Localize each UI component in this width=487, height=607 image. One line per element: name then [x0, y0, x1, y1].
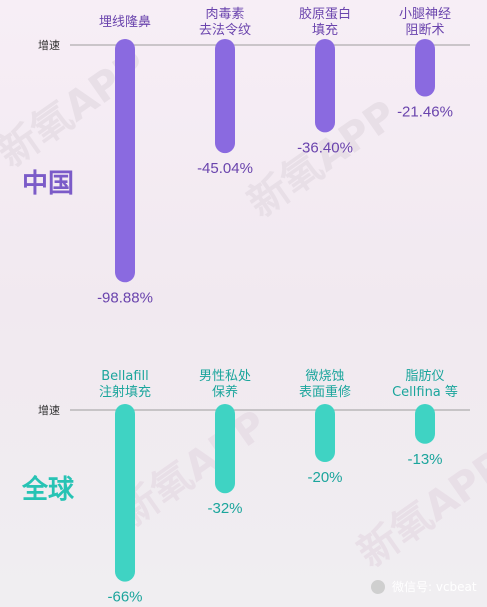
- data-label: -98.88%: [97, 289, 153, 306]
- category-label: 男性私处: [199, 369, 251, 384]
- category-label: 去法令纹: [199, 23, 251, 38]
- bar: [215, 39, 235, 154]
- category-label: 填充: [312, 22, 338, 38]
- region-label: 全球: [21, 474, 75, 505]
- data-label: -13%: [407, 451, 442, 468]
- data-label: -32%: [207, 500, 242, 517]
- category-label: 表面重修: [299, 384, 351, 400]
- region-label: 中国: [22, 169, 74, 199]
- bar: [315, 39, 335, 133]
- category-label: 肉毒素: [205, 7, 244, 22]
- data-label: -20%: [307, 469, 342, 486]
- category-label: 埋线隆鼻: [99, 14, 151, 30]
- category-label: 微烧蚀: [305, 369, 344, 384]
- category-label: 保养: [212, 384, 238, 400]
- wechat-icon: [371, 580, 385, 594]
- bar: [115, 404, 135, 582]
- category-label: 脂肪仪: [405, 368, 444, 384]
- data-label: -66%: [107, 589, 142, 606]
- bar: [115, 39, 135, 283]
- credit-badge: 微信号: vcbeat: [371, 580, 477, 594]
- bar: [415, 404, 435, 444]
- category-label: 注射填充: [99, 384, 151, 400]
- category-label: 小腿神经: [399, 7, 451, 22]
- category-label: Cellfina 等: [392, 384, 458, 400]
- bar: [415, 39, 435, 97]
- category-label: 胶原蛋白: [299, 6, 351, 22]
- axis-label: 增速: [38, 403, 60, 417]
- axis-label: 增速: [38, 38, 60, 52]
- bar: [315, 404, 335, 462]
- data-label: -21.46%: [397, 104, 453, 121]
- credit-text: 微信号: vcbeat: [392, 580, 477, 594]
- data-label: -45.04%: [197, 160, 253, 177]
- data-label: -36.40%: [297, 139, 353, 156]
- category-label: Bellafill: [101, 369, 149, 384]
- bar: [215, 404, 235, 494]
- category-label: 阻断术: [405, 23, 444, 38]
